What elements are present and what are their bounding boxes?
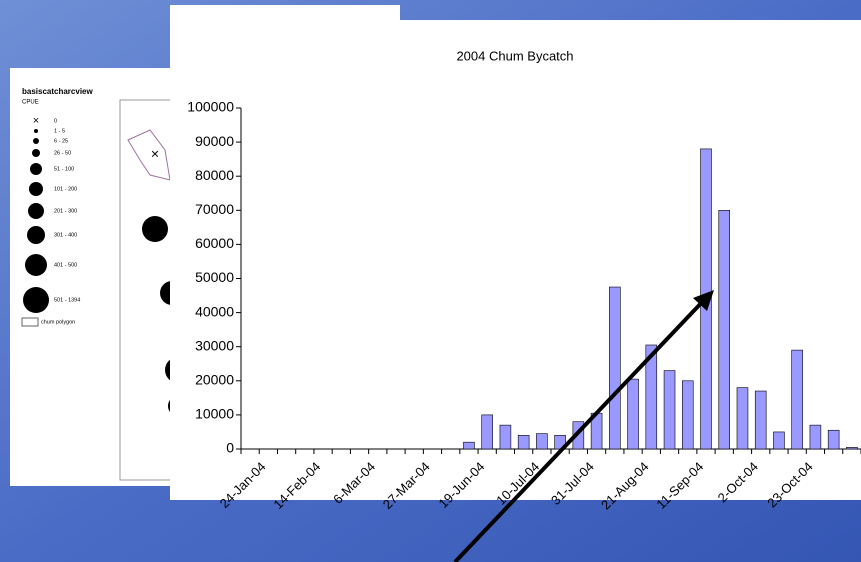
bar xyxy=(517,435,530,450)
legend-circle xyxy=(27,226,45,244)
arrow-head xyxy=(693,290,714,311)
bar xyxy=(846,446,858,450)
y-tick-label: 100000 xyxy=(187,99,234,115)
bar xyxy=(481,414,493,450)
legend-cross: × xyxy=(33,115,39,127)
bar xyxy=(463,441,475,450)
legend-label: 1 - 5 xyxy=(54,128,65,134)
y-tick-label: 80000 xyxy=(195,167,234,183)
bar xyxy=(773,431,785,450)
legend-circle xyxy=(32,149,40,157)
bar xyxy=(791,349,803,450)
legend-circle xyxy=(30,163,42,175)
bar xyxy=(609,286,621,450)
legend-circle xyxy=(28,203,44,219)
bar xyxy=(536,433,548,450)
legend-swatch xyxy=(21,317,39,327)
y-tick-label: 40000 xyxy=(195,303,234,319)
bar xyxy=(809,424,822,450)
bar xyxy=(681,380,694,450)
map-legend: basiscatcharcview CPUE × 0 1 - 5 6 - 25 26 -… xyxy=(21,87,93,327)
legend-circle xyxy=(29,182,43,196)
legend-circle xyxy=(23,287,49,313)
y-tick-label: 30000 xyxy=(195,337,234,353)
y-tick-label: 0 xyxy=(226,440,234,456)
legend-circle xyxy=(33,138,39,144)
map-circle xyxy=(142,216,168,242)
legend-label: 26 - 50 xyxy=(54,150,71,156)
legend-label: 501 - 1394 xyxy=(54,297,80,303)
bar xyxy=(645,344,658,450)
bar xyxy=(754,390,767,450)
legend-label: 6 - 25 xyxy=(54,138,68,144)
y-tick-label: 20000 xyxy=(195,372,234,388)
bar xyxy=(718,210,731,450)
map-legend-subtitle: CPUE xyxy=(22,100,39,106)
bar xyxy=(499,424,512,450)
chart-title: 2004 Chum Bycatch xyxy=(456,48,573,63)
bar xyxy=(736,387,749,450)
legend-label: 51 - 100 xyxy=(54,166,74,172)
map-cross: × xyxy=(151,146,159,162)
y-tick-label: 50000 xyxy=(195,269,234,285)
y-tick-label: 60000 xyxy=(195,235,234,251)
y-tick-label: 10000 xyxy=(195,406,234,422)
legend-circle xyxy=(34,129,38,133)
legend-label: 301 - 400 xyxy=(54,232,77,238)
bar xyxy=(663,370,676,450)
legend-label: 101 - 200 xyxy=(54,186,77,192)
legend-label: 401 - 500 xyxy=(54,262,77,268)
y-tick-label: 70000 xyxy=(195,201,234,217)
legend-label: 201 - 300 xyxy=(54,208,77,214)
legend-circle xyxy=(25,254,47,276)
legend-label: chum polygon xyxy=(41,319,75,325)
y-tick-label: 90000 xyxy=(195,133,234,149)
bar xyxy=(627,378,639,450)
map-legend-title: basiscatcharcview xyxy=(22,87,93,96)
arrow-line xyxy=(453,296,708,562)
legend-label: 0 xyxy=(54,118,57,124)
bar xyxy=(827,429,840,450)
